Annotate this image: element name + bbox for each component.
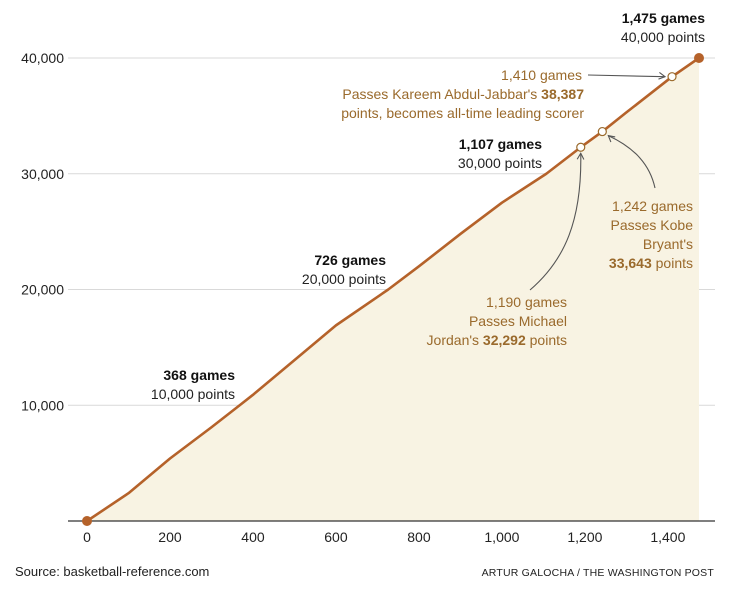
annotation-games: 726 games — [314, 252, 386, 268]
source-note: Source: basketball-reference.com — [15, 564, 209, 579]
arrow-kobe — [608, 135, 656, 189]
x-tick-label: 600 — [324, 529, 348, 545]
x-tick-label: 1,000 — [484, 529, 519, 545]
axes: 10,000 20,000 30,000 40,000 0 200 400 600 800 1,0… — [21, 50, 715, 545]
arrowhead — [658, 72, 667, 80]
end-point — [694, 53, 704, 63]
arrows — [529, 72, 667, 291]
annotation-games: 1,107 games — [459, 136, 542, 152]
milestone-label: Passes Kobe — [611, 217, 694, 233]
series-line — [86, 56, 700, 523]
milestone-games: 1,242 games — [612, 198, 693, 214]
milestone-points: Jordan's 32,292 points — [427, 332, 567, 348]
x-tick-label: 200 — [158, 529, 182, 545]
milestone-label: Passes Michael — [469, 313, 567, 329]
arrowhead — [576, 152, 585, 160]
start-point — [82, 516, 92, 526]
annotation-games: 1,475 games — [622, 10, 705, 26]
annotation-points: 10,000 points — [151, 386, 235, 402]
milestone-marker — [597, 126, 607, 137]
milestone-text: Jordan's — [427, 332, 483, 348]
milestone-points: Passes Kareem Abdul-Jabbar's 38,387 — [342, 86, 584, 102]
x-tick-label: 400 — [241, 529, 265, 545]
markers — [82, 53, 704, 526]
milestone-label: Bryant's — [643, 236, 693, 252]
y-tick-label: 20,000 — [21, 282, 64, 298]
y-tick-label: 10,000 — [21, 397, 64, 413]
y-tick-label: 30,000 — [21, 166, 64, 182]
milestone-points: 33,643 points — [609, 255, 693, 271]
milestone-games: 1,410 games — [501, 67, 582, 83]
milestone-label: points, becomes all-time leading scorer — [341, 105, 584, 121]
milestone-text: points — [526, 332, 567, 348]
arrowhead — [607, 134, 616, 143]
arrow-jordan — [529, 153, 582, 291]
x-tick-label: 0 — [83, 529, 91, 545]
annotation-points: 40,000 points — [621, 29, 705, 45]
arrow-kareem — [587, 74, 666, 78]
x-tick-label: 1,200 — [567, 529, 602, 545]
x-tick-label: 1,400 — [650, 529, 685, 545]
milestone-games: 1,190 games — [486, 294, 567, 310]
y-tick-label: 40,000 — [21, 50, 64, 66]
milestone-text: Passes Kareem Abdul-Jabbar's — [342, 86, 541, 102]
x-tick-label: 800 — [407, 529, 431, 545]
annotation-points: 30,000 points — [458, 155, 542, 171]
line-layer — [86, 56, 700, 523]
milestone-value: 33,643 — [609, 255, 652, 271]
annotation-games: 368 games — [163, 367, 235, 383]
annotations: 368 games 10,000 points 726 games 20,000 po… — [151, 10, 705, 402]
milestone-value: 32,292 — [483, 332, 526, 348]
milestone-value: 38,387 — [541, 86, 584, 102]
milestone-marker — [576, 142, 586, 152]
annotation-points: 20,000 points — [302, 271, 386, 287]
milestone-marker — [667, 72, 677, 82]
milestone-text: points — [652, 255, 693, 271]
credit-line: ARTUR GALOCHA / THE WASHINGTON POST — [482, 567, 715, 579]
